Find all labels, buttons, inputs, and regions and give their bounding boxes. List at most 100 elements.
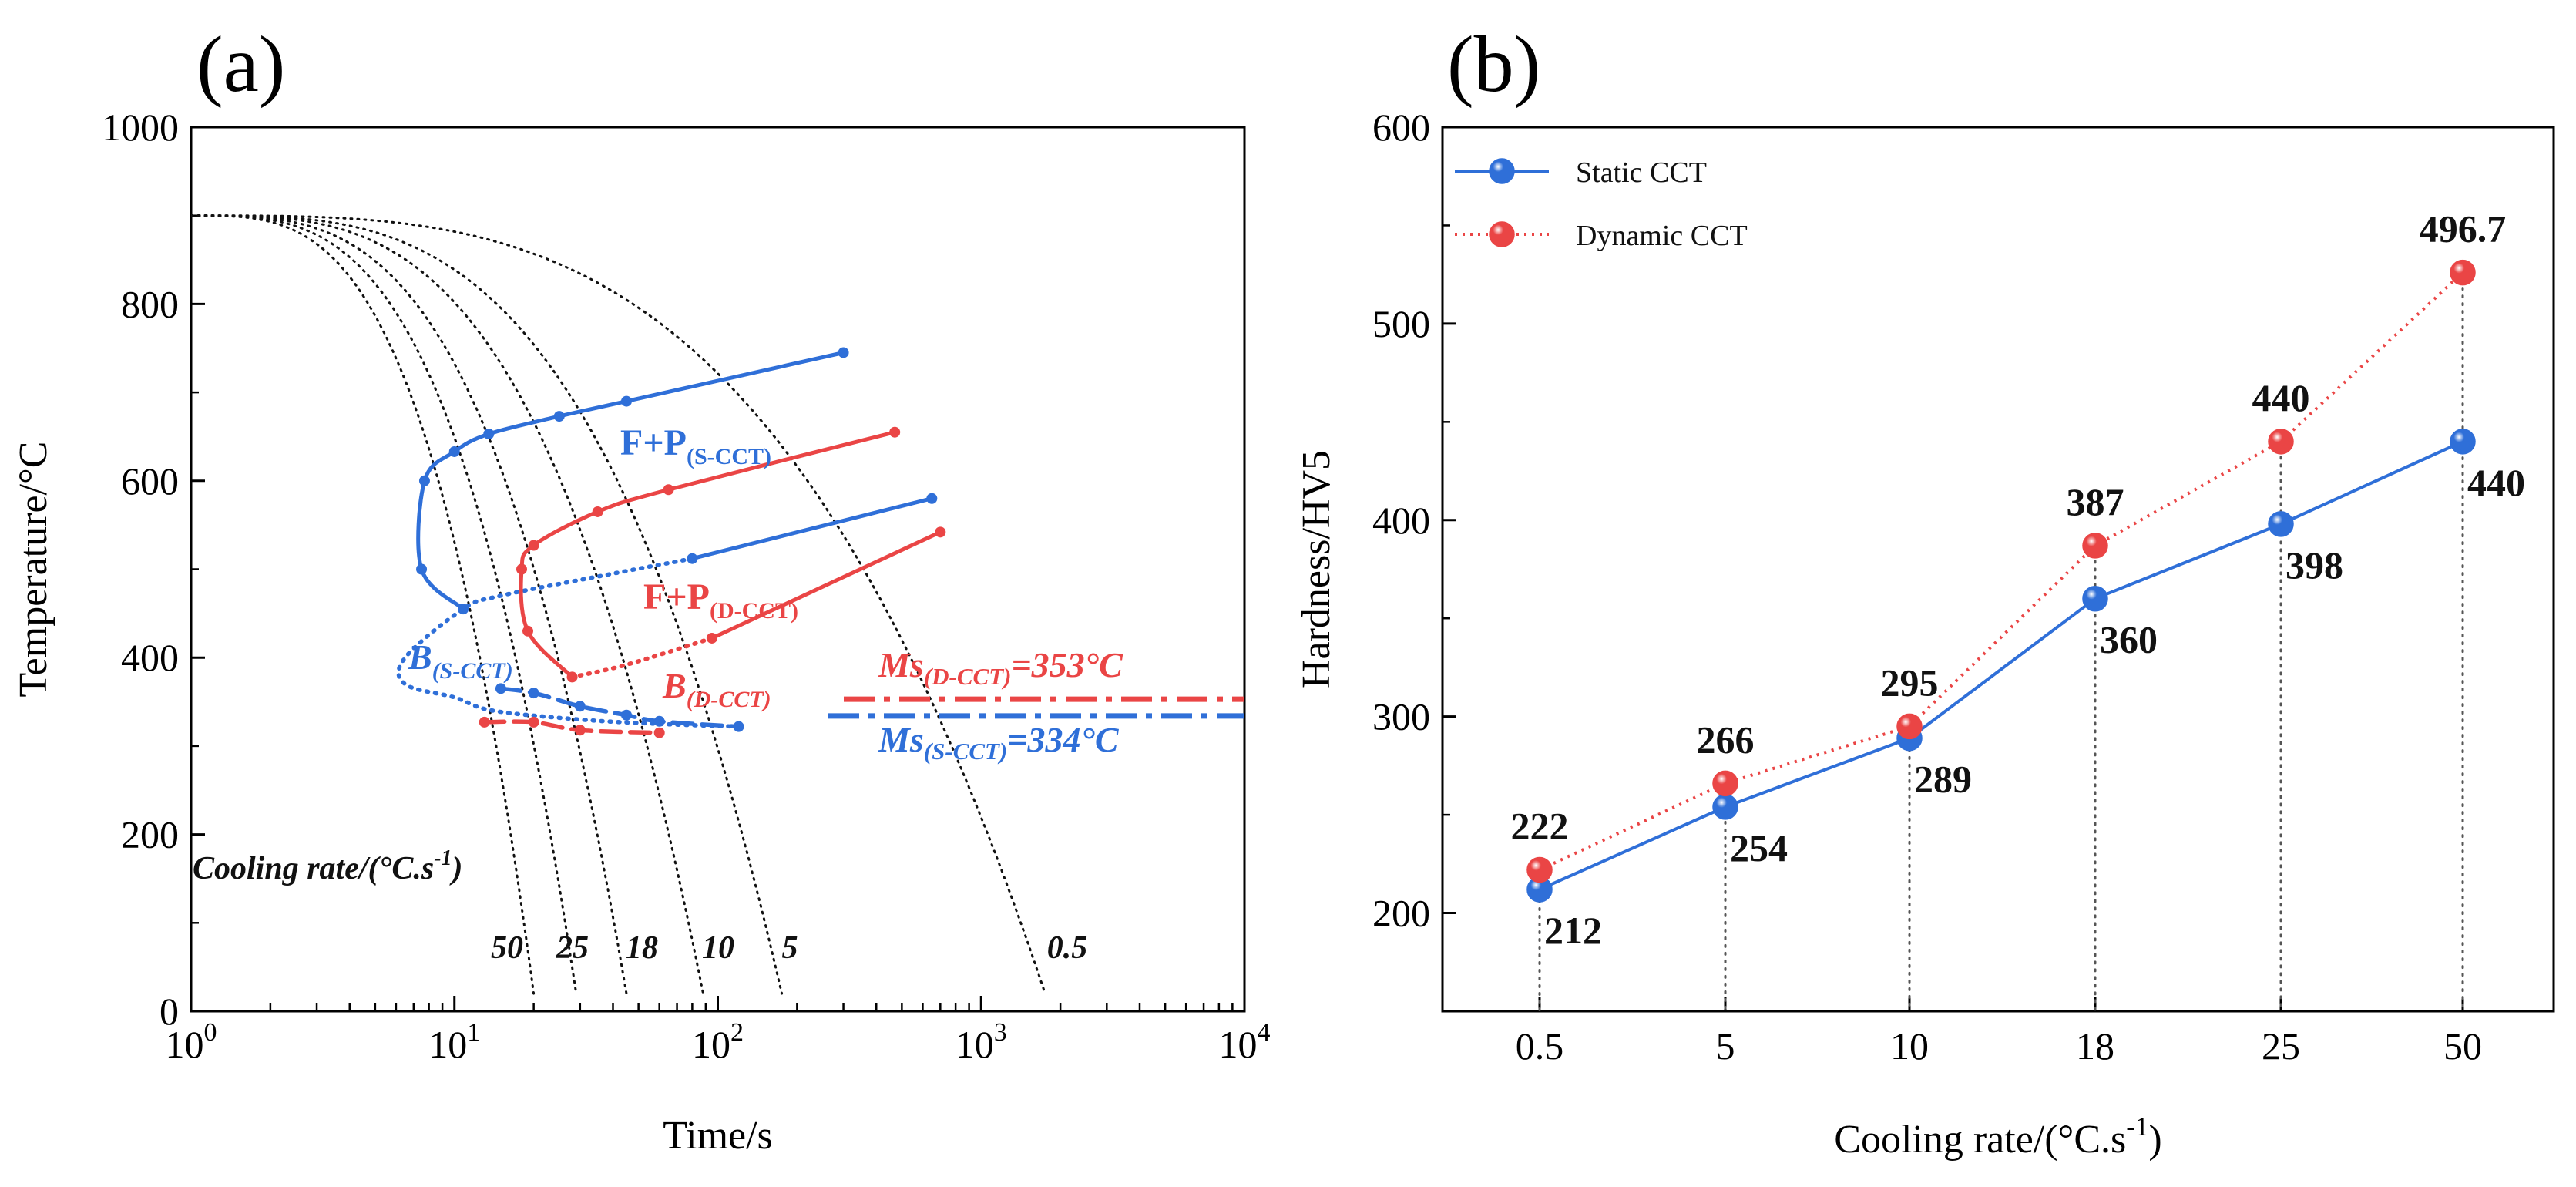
ms-label-sub: (S-CCT) [924,738,1008,765]
x-tick-label: 102 [692,1018,744,1066]
value-label-static: 360 [2100,618,2158,661]
x-axis-title-b: Cooling rate/(°C.s-1) [1834,1111,2161,1162]
cooling-rate-title-main: Cooling rate/(°C.s [193,851,434,886]
x-tick-label-b: 0.5 [1516,1024,1564,1068]
ms-label-main: Ms [878,720,924,759]
ms-label-main: Ms [878,645,924,684]
region-label-2: B(S-CCT) [408,637,513,684]
x-axis-title: Time/s [663,1114,773,1158]
series-3-point [653,715,665,727]
x-tick-base: 10 [166,1023,204,1066]
series-0-point [448,446,460,457]
x-tick-label-b: 5 [1716,1024,1735,1068]
series-line-0 [1539,439,2463,891]
data-point-1 [1526,856,1553,883]
x-tick-label-b: 25 [2262,1024,2300,1068]
x-tick-exp: 2 [730,1018,744,1047]
y-tick-label-b: 400 [1372,499,1430,542]
series-7-line [482,719,662,735]
y-tick-label-b: 600 [1372,106,1430,149]
value-label-dynamic: 222 [1511,804,1569,847]
x-tick-exp: 4 [1258,1018,1271,1047]
series-0-point [483,429,495,440]
x-tick-base: 10 [428,1023,467,1066]
series-0-point [416,563,428,575]
series-7-point [479,716,490,728]
series-2-line [396,556,741,729]
value-label-static: 289 [1914,758,1972,801]
series-6-line [569,636,714,680]
series-4-point [663,484,674,496]
series-1-point [926,493,938,504]
y-tick-label: 600 [121,459,179,503]
ms-label-value: =334°C [1007,720,1120,759]
x-tick-exp: 0 [204,1018,217,1047]
value-label-dynamic: 496.7 [2420,207,2507,251]
y-tick-label: 200 [121,813,179,856]
x-axis-title-close: ) [2148,1118,2161,1162]
value-label-static: 398 [2285,543,2343,587]
x-tick-base: 10 [692,1023,730,1066]
x-tick-label: 101 [428,1018,480,1066]
y-axis-title: Temperature/°C [12,442,55,698]
data-point-0 [2268,511,2294,537]
value-label-static: 440 [2467,461,2525,504]
series-4-point [592,506,603,517]
x-tick-label: 103 [956,1018,1007,1066]
ms-label-1: Ms(S-CCT)=334°C [878,720,1120,765]
x-tick-label-b: 10 [1890,1024,1929,1068]
series-3-point [528,688,539,699]
data-point-1 [2082,533,2108,559]
region-label-sub: (S-CCT) [687,444,771,469]
x-tick-exp: 3 [994,1018,1007,1047]
cooling-curve-0.5 [191,214,1046,995]
series-0-point [620,395,632,407]
series-7-point [528,716,539,728]
x-tick-label-b: 50 [2443,1024,2482,1068]
data-point-1 [2268,429,2294,455]
data-point-1 [1712,770,1738,797]
value-label-static: 254 [1730,826,1788,869]
series-3-point [620,709,632,721]
region-label-3: B(D-CCT) [662,666,771,712]
legend-label-0: Static CCT [1576,156,1707,189]
series-7-point [653,727,665,738]
region-label-1: F+P(D-CCT) [643,577,798,624]
series-7-point [574,725,586,736]
cooling-rate-label: 18 [626,930,658,966]
region-label-sub: (S-CCT) [432,658,513,684]
ms-label-0: Ms(D-CCT)=353°C [878,645,1123,690]
cooling-rate-title: Cooling rate/(°C.s-1) [193,846,463,886]
y-tick-label: 1000 [102,106,179,149]
series-5-line [710,530,942,641]
cooling-rate-title-exp: -1 [434,846,452,870]
plot-frame-b [1441,126,2555,1013]
ms-label-sub: (D-CCT) [924,663,1012,690]
data-point-0 [2450,429,2476,455]
plot-area-a [191,214,1046,995]
region-label-main: F+P [620,422,687,463]
series-4-point [522,625,534,637]
x-tick-base: 10 [1219,1023,1258,1066]
series-1-line [690,496,934,561]
legend-marker-0 [1489,158,1515,184]
x-tick-label: 100 [166,1018,217,1066]
y-tick-label-b: 500 [1372,302,1430,345]
y-tick-label-b: 300 [1372,695,1430,738]
series-3-point [574,701,586,712]
data-point-1 [1896,713,1923,740]
data-point-0 [1712,794,1738,820]
y-tick-label: 800 [121,282,179,325]
y-tick-label: 400 [121,636,179,679]
value-label-dynamic: 266 [1697,718,1755,761]
data-point-1 [2450,259,2476,286]
legend-label-1: Dynamic CCT [1576,220,1748,252]
cooling-rate-label: 50 [491,930,523,966]
x-tick-exp: 1 [467,1018,480,1047]
panel-a-label: (a) [196,20,285,109]
panel-a: (a)100 101 102 103 10402004006008001000Time/… [12,20,1271,1158]
legend-marker-1 [1489,221,1515,247]
cooling-rate-label: 0.5 [1047,930,1088,966]
series-0-point [553,411,565,422]
